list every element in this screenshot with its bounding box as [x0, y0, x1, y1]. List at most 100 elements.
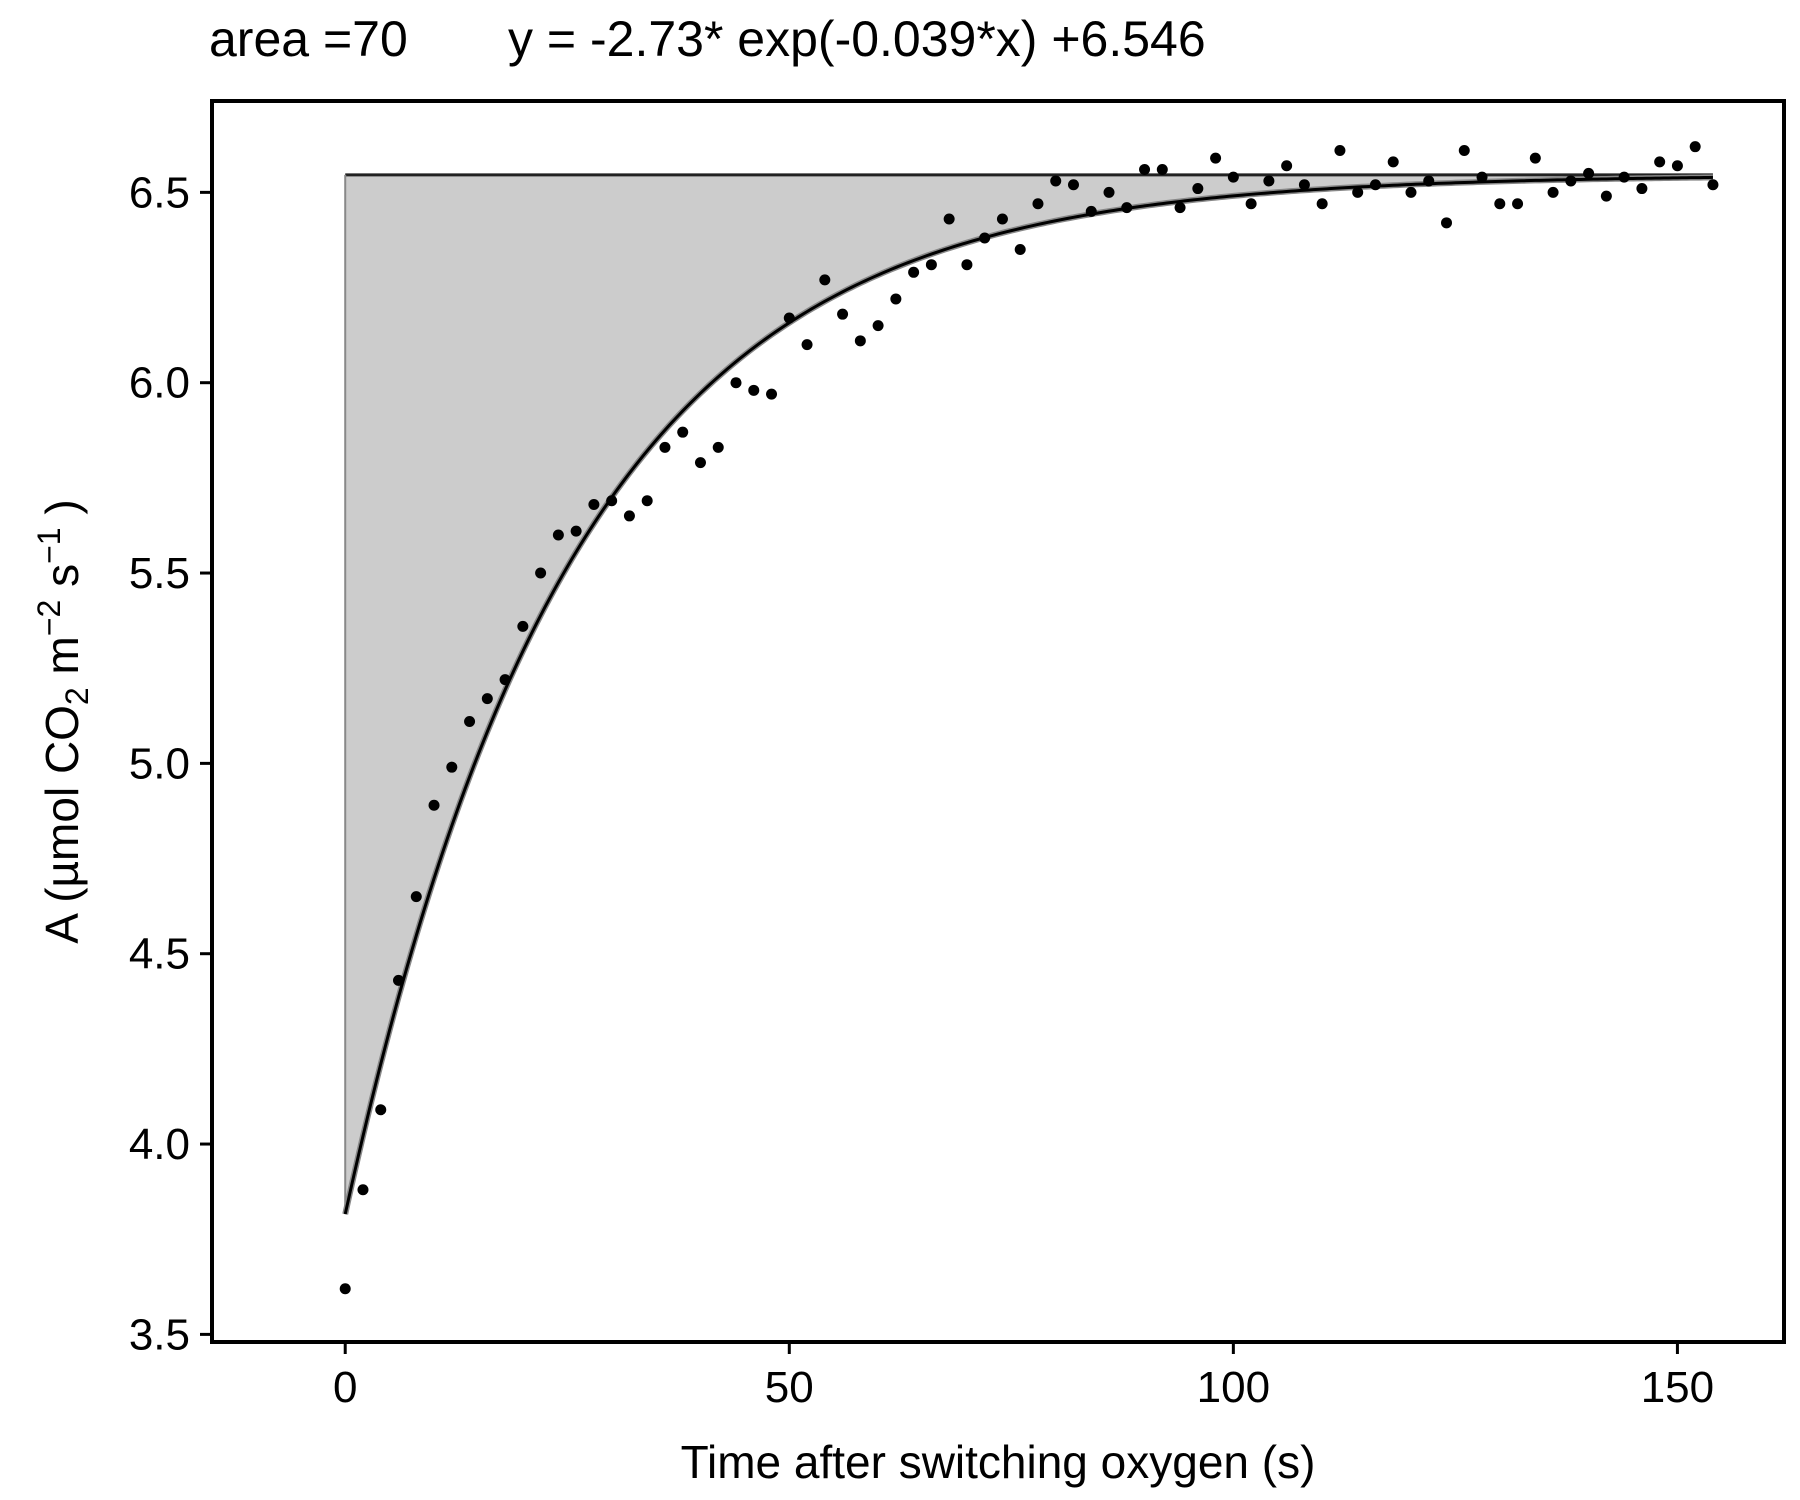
data-point: [1032, 198, 1044, 210]
data-point: [375, 1104, 387, 1116]
data-point: [606, 495, 618, 507]
data-point: [1121, 202, 1133, 214]
x-axis-title: Time after switching oxygen (s): [681, 1436, 1316, 1488]
data-point: [339, 1283, 351, 1295]
data-point: [872, 320, 884, 332]
data-point: [766, 388, 778, 400]
data-point: [748, 384, 760, 396]
data-point: [641, 495, 653, 507]
data-point: [1565, 175, 1577, 187]
data-point: [1050, 175, 1062, 187]
data-point: [1210, 152, 1222, 164]
data-point: [996, 213, 1008, 225]
data-point: [694, 457, 706, 469]
x-tick-label: 0: [333, 1363, 357, 1412]
data-point: [570, 525, 582, 537]
data-point: [1174, 202, 1186, 214]
data-point: [357, 1184, 369, 1196]
data-point: [464, 716, 476, 727]
data-point: [1298, 179, 1310, 191]
data-point: [393, 974, 405, 986]
data-point: [552, 529, 564, 541]
data-points-layer: [339, 141, 1719, 1295]
data-point: [1227, 171, 1239, 183]
data-point: [979, 232, 991, 244]
data-point: [1458, 144, 1470, 156]
data-point: [481, 693, 493, 705]
data-point: [446, 761, 458, 773]
data-point: [1423, 175, 1435, 187]
y-tick-label: 3.5: [129, 1310, 190, 1359]
data-point: [1192, 183, 1204, 195]
data-point: [1671, 160, 1683, 172]
x-axis-ticks: 0 50 100 150: [333, 1342, 1714, 1412]
x-tick-label: 150: [1641, 1363, 1714, 1412]
data-point: [1441, 217, 1453, 229]
y-tick-label: 6.0: [129, 359, 190, 408]
data-point: [1476, 171, 1488, 183]
data-point: [1156, 164, 1168, 176]
data-point: [499, 674, 511, 686]
data-point: [1494, 198, 1506, 210]
data-point: [1583, 167, 1595, 179]
y-tick-label: 6.5: [129, 168, 190, 217]
data-point: [623, 510, 635, 522]
fit-curve: [343, 175, 1713, 1215]
shaded-area-layer: [344, 173, 1713, 1215]
data-point: [1707, 179, 1719, 191]
data-point: [925, 259, 937, 271]
data-point: [1600, 190, 1612, 202]
data-point: [1316, 198, 1328, 210]
data-point: [783, 312, 795, 324]
data-point: [1085, 205, 1097, 217]
x-tick-label: 50: [765, 1363, 814, 1412]
data-point: [659, 441, 671, 453]
y-axis-ticks: 3.5 4.0 4.5 5.0 5.5 6.0 6.5: [129, 168, 212, 1359]
data-point: [1281, 160, 1293, 172]
data-point: [961, 259, 973, 271]
data-point: [428, 799, 440, 811]
shaded-area: [345, 174, 1713, 1215]
data-point: [1369, 179, 1381, 191]
data-point: [890, 293, 902, 305]
data-point: [517, 620, 529, 632]
y-tick-label: 4.5: [129, 930, 190, 979]
data-point: [1103, 186, 1115, 198]
data-point: [1689, 141, 1701, 153]
data-point: [908, 266, 920, 278]
fit-curve-layer: [342, 174, 1713, 1215]
data-point: [1618, 171, 1630, 183]
data-point: [1263, 175, 1275, 187]
data-point: [410, 891, 422, 903]
data-point: [819, 274, 831, 286]
data-point: [1636, 183, 1648, 195]
data-point: [535, 567, 547, 579]
data-point: [677, 426, 689, 438]
fit-equation: y = -2.73* exp(-0.039*x) +6.546: [508, 11, 1206, 67]
data-point: [1245, 198, 1257, 210]
y-tick-label: 5.0: [129, 739, 190, 788]
data-point: [1405, 186, 1417, 198]
data-point: [801, 339, 813, 351]
data-point: [943, 213, 955, 225]
data-point: [837, 308, 849, 320]
data-point: [1334, 144, 1346, 156]
data-point: [1014, 243, 1026, 255]
y-axis-title: A (µmol CO2 m−2 s−1 ): [31, 499, 95, 943]
data-point: [1067, 179, 1079, 191]
data-point: [730, 377, 742, 389]
plot-frame: [210, 99, 1786, 1344]
area-annotation: area =70: [209, 11, 408, 67]
data-point: [1139, 164, 1151, 176]
data-point: [1352, 186, 1364, 198]
data-point: [1529, 152, 1541, 164]
y-tick-label: 5.5: [129, 549, 190, 598]
data-point: [1654, 156, 1666, 168]
data-point: [712, 441, 724, 453]
data-point: [1512, 198, 1524, 210]
data-point: [1547, 186, 1559, 198]
x-tick-label: 100: [1197, 1363, 1270, 1412]
y-tick-label: 4.0: [129, 1120, 190, 1169]
